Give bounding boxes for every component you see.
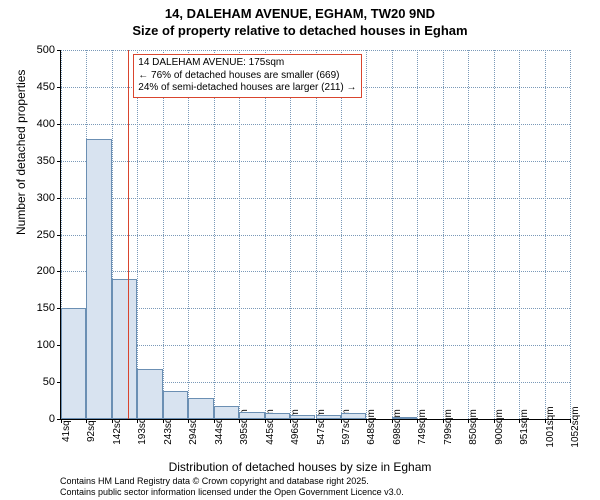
gridline-v [494,50,495,419]
gridline-v [239,50,240,419]
histogram-bar [341,413,366,419]
histogram-bar [86,139,111,419]
histogram-bar [239,412,264,419]
histogram-bar [290,415,315,419]
histogram-bar [265,413,290,419]
histogram-bar [316,415,341,419]
ytick-label: 300 [37,192,55,204]
title-block: 14, DALEHAM AVENUE, EGHAM, TW20 9ND Size… [0,0,600,40]
ytick-label: 200 [37,265,55,277]
plot-region: 05010015020025030035040045050041sqm92sqm… [60,50,570,420]
gridline-v [214,50,215,419]
xtick-label: 951sqm [519,409,530,445]
ytick-label: 50 [43,376,55,388]
ytick-label: 450 [37,81,55,93]
gridline-v [137,50,138,419]
ytick-label: 400 [37,118,55,130]
xtick-label: 1052sqm [570,406,581,447]
xtick-label: 799sqm [443,409,454,445]
gridline-v [417,50,418,419]
ytick-label: 0 [49,413,55,425]
xtick-label: 900sqm [494,409,505,445]
xtick-label: 698sqm [392,409,403,445]
histogram-bar [188,398,213,419]
gridline-v [366,50,367,419]
ytick-label: 350 [37,155,55,167]
callout-box: 14 DALEHAM AVENUE: 175sqm← 76% of detach… [133,54,361,98]
footer-line-2: Contains public sector information licen… [60,487,404,498]
gridline-v [570,50,571,419]
gridline-v [341,50,342,419]
xtick-label: 749sqm [417,409,428,445]
histogram-bar [392,417,417,419]
callout-line3: 24% of semi-detached houses are larger (… [138,82,356,95]
title-line-1: 14, DALEHAM AVENUE, EGHAM, TW20 9ND [0,6,600,23]
property-marker-line [128,50,129,419]
gridline-v [265,50,266,419]
xtick-label: 648sqm [366,409,377,445]
histogram-bar [163,391,188,419]
gridline-v [290,50,291,419]
gridline-v [545,50,546,419]
gridline-v [316,50,317,419]
gridline-v [519,50,520,419]
histogram-bar [61,308,86,419]
ytick-label: 250 [37,229,55,241]
histogram-bar [137,369,162,419]
chart-area: 05010015020025030035040045050041sqm92sqm… [60,50,570,420]
callout-line2: ← 76% of detached houses are smaller (66… [138,70,356,83]
ytick-label: 500 [37,44,55,56]
gridline-v [163,50,164,419]
callout-line1: 14 DALEHAM AVENUE: 175sqm [138,57,356,70]
xtick-label: 1001sqm [545,406,556,447]
gridline-v [392,50,393,419]
chart-container: 14, DALEHAM AVENUE, EGHAM, TW20 9ND Size… [0,0,600,500]
histogram-bar [112,279,137,419]
title-line-2: Size of property relative to detached ho… [0,23,600,40]
footer: Contains HM Land Registry data © Crown c… [60,476,404,498]
ytick-label: 100 [37,339,55,351]
y-axis-label: Number of detached properties [14,70,28,235]
gridline-v [188,50,189,419]
gridline-v [443,50,444,419]
histogram-bar [214,406,239,419]
x-axis-label: Distribution of detached houses by size … [0,460,600,474]
xtick-label: 850sqm [468,409,479,445]
footer-line-1: Contains HM Land Registry data © Crown c… [60,476,404,487]
gridline-v [468,50,469,419]
ytick-label: 150 [37,302,55,314]
